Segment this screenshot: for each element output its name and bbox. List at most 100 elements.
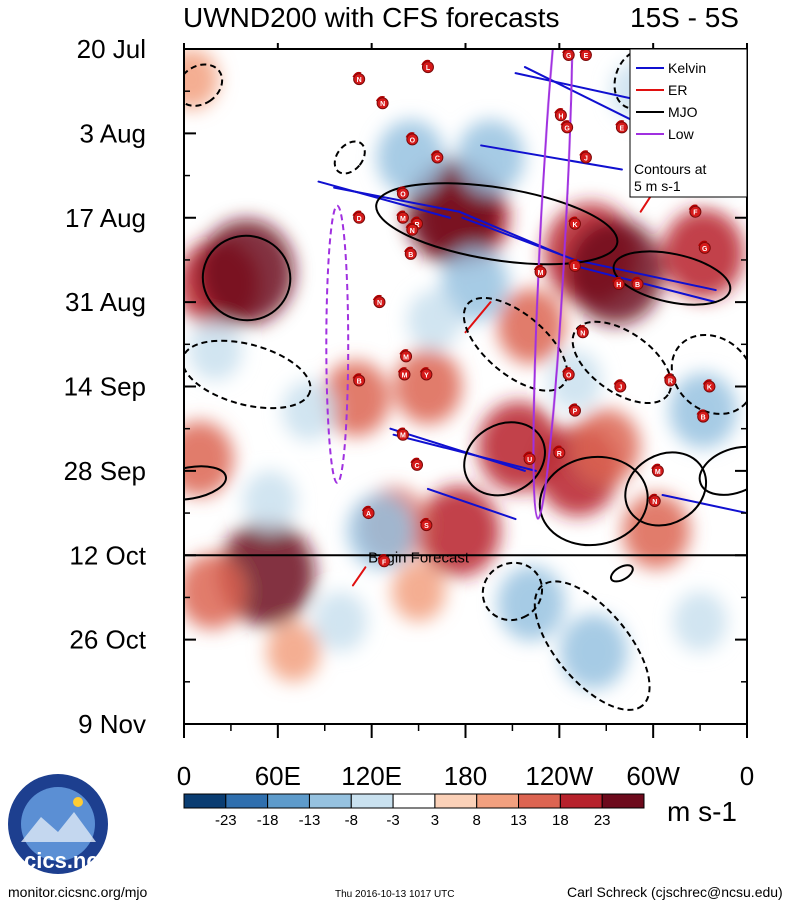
x-tick-label: 60W xyxy=(626,761,680,791)
storm-marker: P xyxy=(568,403,581,417)
colorbar-label: -3 xyxy=(386,812,399,829)
storm-marker: N xyxy=(352,71,366,86)
storm-tail-icon xyxy=(419,367,429,373)
storm-tail-icon xyxy=(397,367,407,373)
storm-marker-label: N xyxy=(652,499,657,506)
storm-icon xyxy=(615,121,628,134)
storm-marker-label: F xyxy=(693,210,698,217)
storm-marker: M xyxy=(397,367,411,381)
footer-timestamp: Thu 2016-10-13 1017 UTC xyxy=(335,889,455,900)
colorbar-box xyxy=(183,793,227,809)
storm-tail-icon xyxy=(560,120,570,126)
storm-tail-icon xyxy=(410,216,420,223)
colorbar-box xyxy=(518,793,561,809)
storm-marker-label: N xyxy=(410,228,415,235)
storm-icon xyxy=(561,121,574,134)
storm-tail-icon xyxy=(648,493,658,500)
storm-icon xyxy=(373,296,386,309)
mjo-contour xyxy=(184,339,312,410)
storm-icon xyxy=(353,374,366,387)
colorbar-box xyxy=(308,793,352,809)
storm-tail-icon xyxy=(533,264,543,271)
storm-marker: K xyxy=(702,379,716,393)
storm-icon xyxy=(398,368,411,381)
kelvin-wave-contour xyxy=(573,258,717,292)
storm-marker: N xyxy=(576,325,589,339)
legend-label: Low xyxy=(668,126,695,142)
storm-tail-icon xyxy=(552,445,562,452)
storm-marker-label: E xyxy=(620,125,625,132)
y-tick-label: 12 Oct xyxy=(69,540,146,570)
colorbar-label: -23 xyxy=(215,812,237,829)
y-tick-label: 9 Nov xyxy=(78,709,146,739)
storm-icon xyxy=(568,404,581,417)
legend-label: ER xyxy=(668,82,687,98)
mjo-contour xyxy=(375,182,619,266)
kelvin-wave-contour xyxy=(573,264,717,304)
storm-tail-icon xyxy=(399,349,409,355)
storm-icon xyxy=(631,278,644,291)
storm-marker-label: S xyxy=(424,523,429,530)
region-label: 15S - 5S xyxy=(630,2,739,33)
storm-tail-icon xyxy=(554,108,564,114)
storm-marker: G xyxy=(698,240,711,254)
storm-icon xyxy=(698,241,711,254)
kelvin-wave-contour xyxy=(426,487,517,521)
anomaly-blob xyxy=(376,119,445,196)
storm-marker: F xyxy=(688,204,702,218)
colorbar-label: -8 xyxy=(345,812,358,829)
x-tick-label: 120W xyxy=(525,761,593,791)
storm-tail-icon xyxy=(615,120,625,126)
mjo-contour xyxy=(184,63,224,107)
storm-marker-label: H xyxy=(616,282,621,289)
colorbar: -23 -18 -13 -8 -3 3 8 13 18 23 xyxy=(183,793,645,829)
storm-marker: M xyxy=(399,349,413,363)
storm-marker-label: L xyxy=(573,264,578,271)
storm-tail-icon xyxy=(404,246,414,253)
kelvin-wave-contour xyxy=(523,66,636,123)
storm-marker-label: G xyxy=(566,53,572,60)
anomaly-blob xyxy=(266,621,321,682)
x-tick-label: 180 xyxy=(444,761,487,791)
anomaly-blob xyxy=(418,485,501,577)
x-tick-label: 60E xyxy=(255,761,301,791)
storm-marker-label: O xyxy=(566,372,572,379)
storm-icon xyxy=(420,368,433,381)
storm-tail-icon xyxy=(372,294,382,301)
mjo-contour xyxy=(538,455,649,547)
y-tick-label: 17 Aug xyxy=(65,203,146,233)
legend-box xyxy=(629,48,748,198)
storm-tail-icon xyxy=(663,373,673,379)
storm-marker: R xyxy=(663,373,677,387)
colorbar-box xyxy=(476,793,520,809)
storm-tail-icon xyxy=(396,427,406,434)
anomaly-blob xyxy=(188,320,243,381)
colorbar-label: 13 xyxy=(510,812,527,829)
storm-icon xyxy=(553,446,566,459)
storm-marker-label: R xyxy=(668,378,673,385)
storm-marker-label: J xyxy=(584,155,588,162)
anomaly-blob xyxy=(391,561,446,622)
storm-icon xyxy=(404,247,417,260)
mjo-contour xyxy=(333,140,366,175)
storm-icon xyxy=(378,555,391,568)
mjo-contour xyxy=(462,296,569,392)
footer-website[interactable]: monitor.cicsnc.org/mjo xyxy=(8,884,148,900)
storm-tail-icon xyxy=(612,276,622,283)
y-tick-label: 31 Aug xyxy=(65,287,146,317)
storm-icon xyxy=(362,507,375,520)
logo-text: cics.nc xyxy=(24,848,99,873)
low-contour xyxy=(532,49,574,520)
storm-marker: M xyxy=(651,463,664,477)
storm-marker: B xyxy=(630,276,644,291)
colorbar-label: 23 xyxy=(594,812,611,829)
storm-marker: E xyxy=(615,120,628,134)
storm-marker: N xyxy=(375,95,389,110)
anomaly-blob xyxy=(322,360,390,437)
storm-marker-label: J xyxy=(618,385,622,392)
storm-marker: J xyxy=(579,150,592,164)
storm-marker: N xyxy=(405,222,419,236)
storm-icon xyxy=(664,374,677,387)
storm-marker: K xyxy=(568,216,581,230)
